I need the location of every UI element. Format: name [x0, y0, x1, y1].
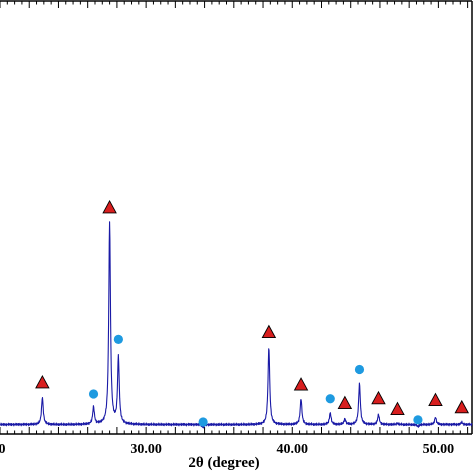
x-tick-label: 30.00 — [130, 442, 162, 457]
circle-marker — [113, 334, 123, 345]
circle-marker — [325, 394, 335, 404]
xrd-pattern-line — [0, 221, 473, 429]
triangle-marker — [454, 399, 470, 414]
triangle-marker — [261, 324, 277, 339]
triangle-marker — [293, 377, 309, 391]
x-axis-title: 2θ (degree) — [188, 455, 259, 471]
triangle-marker — [337, 395, 353, 409]
x-tick-label-edge: 0 — [0, 442, 6, 457]
circle-marker — [413, 415, 423, 425]
triangle-marker — [428, 392, 443, 406]
circle-marker — [88, 389, 99, 399]
axis-ticks — [0, 1, 469, 434]
triangle-marker — [102, 199, 117, 214]
x-tick-labels: 0 30.00 40.00 50.00 — [0, 442, 454, 457]
x-tick-label: 40.00 — [277, 442, 309, 457]
phase-markers — [35, 199, 470, 427]
circle-marker — [354, 364, 365, 375]
triangle-marker — [371, 390, 386, 405]
triangle-marker — [35, 374, 50, 389]
x-tick-label: 50.00 — [423, 442, 455, 457]
circle-marker — [198, 417, 208, 427]
plot-frame — [0, 0, 473, 435]
triangle-marker — [390, 401, 405, 416]
